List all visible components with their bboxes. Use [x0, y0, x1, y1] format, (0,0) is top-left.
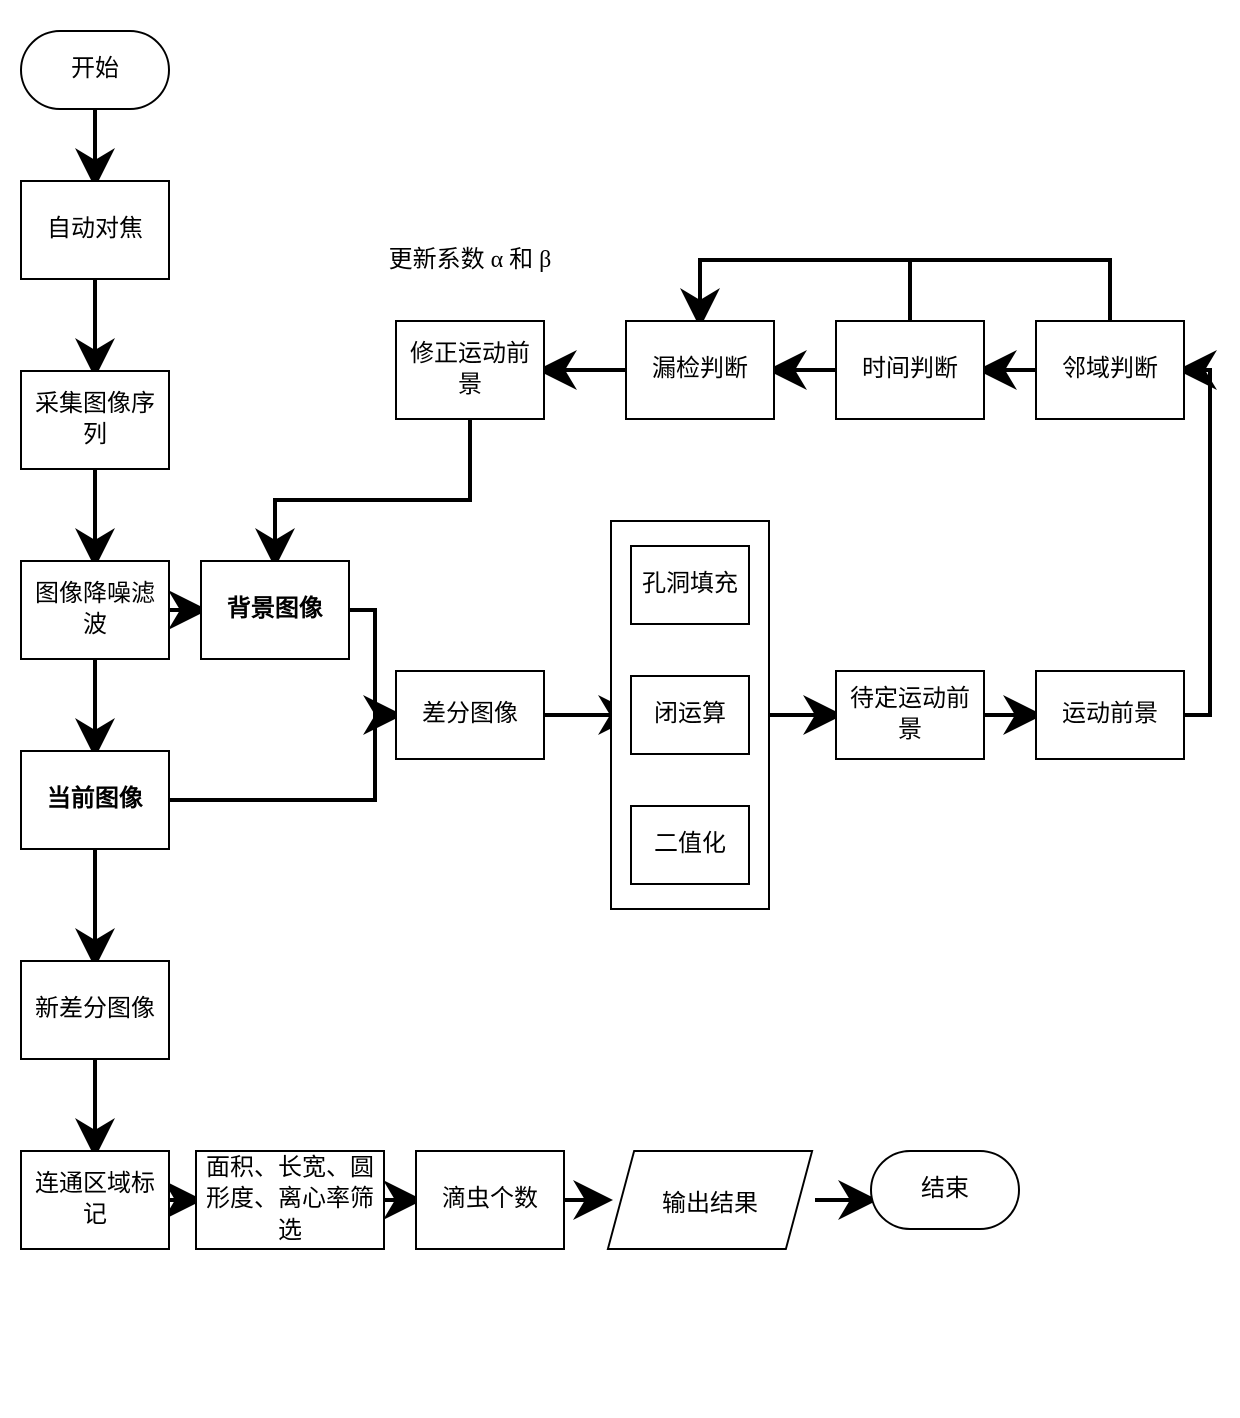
- binarize-step: 二值化: [630, 805, 750, 885]
- output-step: 输出结果: [620, 1150, 800, 1250]
- neighcheck-label: 邻域判断: [1062, 354, 1158, 385]
- end-label: 结束: [921, 1174, 969, 1205]
- newdiff-label: 新差分图像: [35, 994, 155, 1025]
- neighbor-check-step: 邻域判断: [1035, 320, 1185, 420]
- diff-label: 差分图像: [422, 699, 518, 730]
- capture-step: 采集图像序列: [20, 370, 170, 470]
- denoise-label: 图像降噪滤波: [26, 579, 164, 641]
- closing-label: 闭运算: [654, 699, 726, 730]
- count-step: 滴虫个数: [415, 1150, 565, 1250]
- filter-label: 面积、长宽、圆形度、离心率筛选: [201, 1153, 379, 1247]
- holefill-label: 孔洞填充: [642, 569, 738, 600]
- correctfg-label: 修正运动前景: [401, 339, 539, 401]
- autofocus-step: 自动对焦: [20, 180, 170, 280]
- correct-foreground-step: 修正运动前景: [395, 320, 545, 420]
- start-terminator: 开始: [20, 30, 170, 110]
- current-label: 当前图像: [47, 784, 143, 815]
- current-image-step: 当前图像: [20, 750, 170, 850]
- end-terminator: 结束: [870, 1150, 1020, 1230]
- count-label: 滴虫个数: [442, 1184, 538, 1215]
- background-label: 背景图像: [227, 594, 323, 625]
- timecheck-label: 时间判断: [862, 354, 958, 385]
- pendingfg-label: 待定运动前景: [841, 684, 979, 746]
- output-label: 输出结果: [662, 1183, 758, 1218]
- pending-foreground-step: 待定运动前景: [835, 670, 985, 760]
- update-coefficient-label: 更新系数 α 和 β: [370, 245, 570, 276]
- diff-image-step: 差分图像: [395, 670, 545, 760]
- capture-label: 采集图像序列: [26, 389, 164, 451]
- miss-check-step: 漏检判断: [625, 320, 775, 420]
- denoise-step: 图像降噪滤波: [20, 560, 170, 660]
- background-image-step: 背景图像: [200, 560, 350, 660]
- connected-component-step: 连通区域标记: [20, 1150, 170, 1250]
- binarize-label: 二值化: [654, 829, 726, 860]
- cclabel-label: 连通区域标记: [26, 1169, 164, 1231]
- motionfg-label: 运动前景: [1062, 699, 1158, 730]
- motion-foreground-step: 运动前景: [1035, 670, 1185, 760]
- new-diff-step: 新差分图像: [20, 960, 170, 1060]
- closing-step: 闭运算: [630, 675, 750, 755]
- start-label: 开始: [71, 54, 119, 85]
- misscheck-label: 漏检判断: [652, 354, 748, 385]
- time-check-step: 时间判断: [835, 320, 985, 420]
- hole-fill-step: 孔洞填充: [630, 545, 750, 625]
- autofocus-label: 自动对焦: [47, 214, 143, 245]
- feature-filter-step: 面积、长宽、圆形度、离心率筛选: [195, 1150, 385, 1250]
